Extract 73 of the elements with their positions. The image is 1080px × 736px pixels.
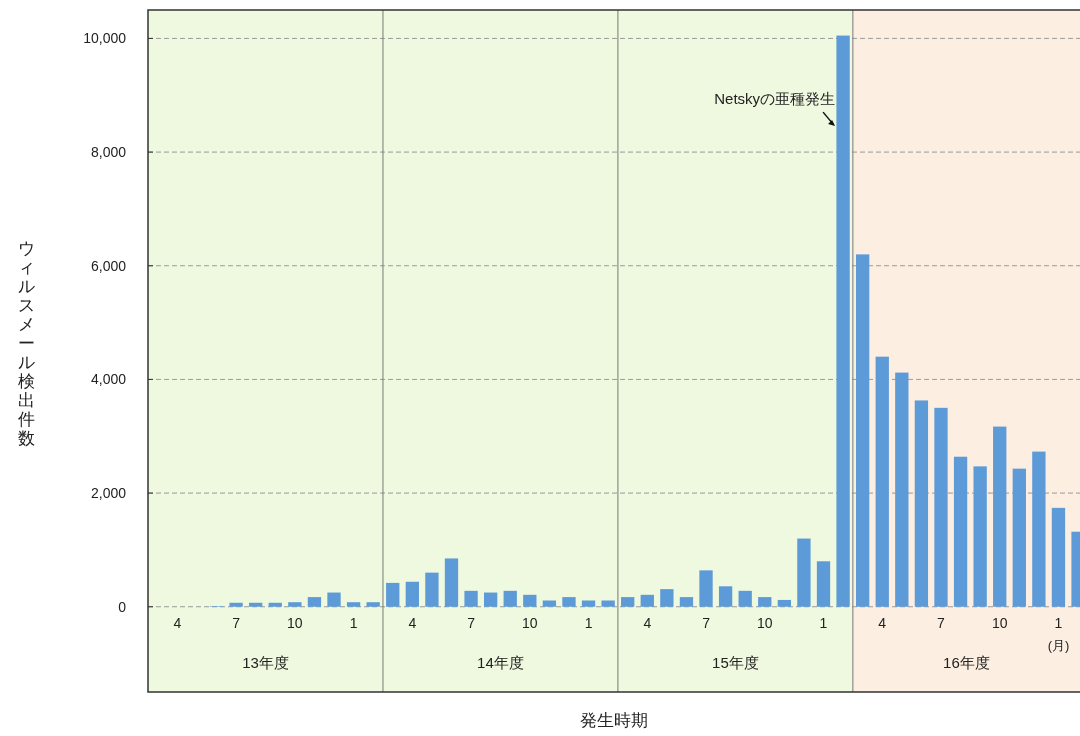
y-tick-label: 8,000 — [90, 144, 127, 161]
y-tick-label: 0 — [118, 598, 127, 615]
bar — [934, 407, 948, 607]
bar — [503, 590, 517, 607]
bar — [914, 400, 929, 607]
bar — [562, 597, 576, 607]
bar — [699, 570, 713, 607]
text: ウィルスメール検出件数 — [17, 239, 35, 448]
x-tick-label: 4 — [643, 614, 652, 631]
bar — [1051, 507, 1066, 607]
bar — [973, 466, 987, 607]
bar — [621, 597, 635, 607]
y-tick-label: 2,000 — [90, 485, 127, 502]
bar — [425, 572, 439, 607]
x-tick-label: 7 — [232, 614, 241, 631]
bar — [307, 597, 322, 607]
bar — [679, 597, 694, 607]
x-tick-label: 10 — [756, 614, 773, 631]
annotation: 16年度 — [943, 654, 990, 671]
x-tick-label: 1 — [584, 614, 593, 631]
bar — [288, 602, 302, 607]
y-tick-label: 4,000 — [90, 371, 127, 388]
bar — [718, 586, 733, 607]
bar — [327, 592, 341, 607]
bar — [895, 372, 909, 607]
x-tick-label: 4 — [408, 614, 417, 631]
bar — [816, 561, 831, 607]
x-tick-label: 10 — [991, 614, 1008, 631]
x-axis-title: 発生時期 — [580, 711, 648, 730]
bar — [249, 602, 263, 607]
x-tick-label: 7 — [702, 614, 711, 631]
annotation: Netskyの亜種発生 — [714, 90, 836, 108]
x-tick-label: 4 — [173, 614, 182, 631]
x-tick-label: 1 — [1054, 614, 1063, 631]
x-tick-label: 10 — [287, 614, 303, 631]
bar — [836, 35, 850, 607]
bar — [523, 594, 537, 607]
bar — [777, 599, 791, 607]
y-tick-label: 6,000 — [90, 257, 127, 274]
bar — [758, 597, 772, 607]
bar — [856, 254, 870, 607]
bar — [993, 426, 1007, 607]
bar — [581, 600, 596, 607]
bar — [738, 590, 752, 607]
annotation: 13年度 — [242, 654, 289, 671]
bar — [1012, 468, 1026, 607]
annotation: (月) — [1047, 637, 1070, 653]
bar — [268, 602, 282, 607]
bar — [229, 602, 243, 607]
x-tick-label: 1 — [349, 614, 358, 631]
bar — [346, 602, 361, 607]
bar — [875, 356, 889, 607]
bar — [640, 594, 654, 607]
x-tick-label: 1 — [819, 614, 828, 631]
x-tick-label: 7 — [937, 614, 946, 631]
bar — [660, 589, 674, 607]
bar — [366, 602, 380, 607]
annotation: 15年度 — [712, 654, 759, 671]
bar — [1032, 451, 1046, 607]
x-tick-label: 4 — [878, 614, 887, 631]
bar — [542, 600, 557, 607]
bar — [405, 581, 419, 607]
annotation: 14年度 — [477, 654, 524, 671]
y-tick-label: 10,000 — [83, 30, 127, 47]
bar — [464, 590, 478, 607]
bar — [953, 456, 968, 607]
x-tick-label: 10 — [522, 614, 538, 631]
bar — [483, 592, 498, 607]
x-tick-label: 7 — [467, 614, 476, 631]
bar — [601, 600, 615, 607]
bar — [797, 538, 811, 607]
bar — [386, 582, 400, 607]
bar — [444, 558, 459, 607]
